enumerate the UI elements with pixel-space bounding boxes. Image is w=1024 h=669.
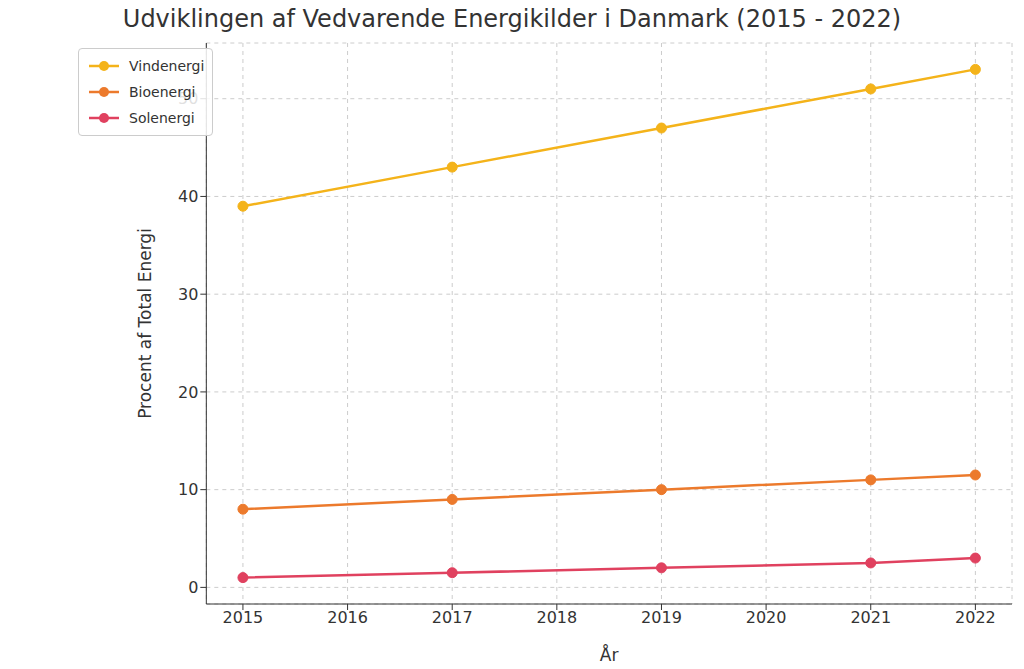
svg-text:År: År bbox=[600, 644, 619, 665]
svg-text:Procent af Total Energi: Procent af Total Energi bbox=[135, 228, 155, 419]
svg-text:20: 20 bbox=[178, 383, 198, 402]
svg-text:0: 0 bbox=[188, 578, 198, 597]
svg-text:2021: 2021 bbox=[850, 608, 891, 627]
svg-text:50: 50 bbox=[178, 89, 198, 108]
svg-text:2019: 2019 bbox=[641, 608, 682, 627]
svg-text:2015: 2015 bbox=[223, 608, 264, 627]
svg-text:2016: 2016 bbox=[327, 608, 368, 627]
svg-text:2020: 2020 bbox=[746, 608, 787, 627]
svg-text:30: 30 bbox=[178, 285, 198, 304]
svg-text:2022: 2022 bbox=[955, 608, 996, 627]
svg-text:2017: 2017 bbox=[432, 608, 473, 627]
svg-text:40: 40 bbox=[178, 187, 198, 206]
svg-text:10: 10 bbox=[178, 480, 198, 499]
svg-text:2018: 2018 bbox=[536, 608, 577, 627]
